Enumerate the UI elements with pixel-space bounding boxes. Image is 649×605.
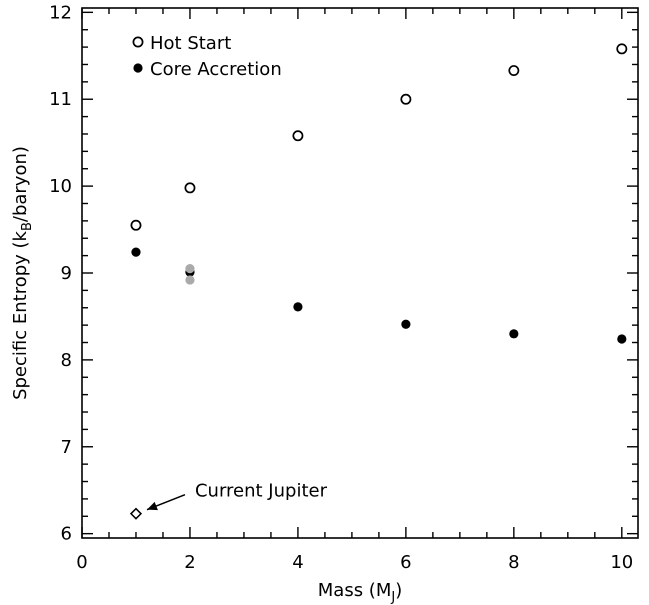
legend-label: Core Accretion (150, 59, 282, 80)
series-group (131, 247, 627, 344)
y-axis-title-main: Specific Entropy (k (10, 230, 31, 399)
plot-frame (81, 7, 639, 539)
axis-ticks (81, 8, 638, 538)
legend-label: Hot Start (150, 33, 231, 54)
data-point-open (130, 219, 142, 231)
y-tick-label: 11 (49, 89, 72, 110)
annotations: Current Jupiter (129, 481, 328, 520)
legend: Hot Start Core Accretion (132, 33, 282, 80)
annotation-label: Current Jupiter (195, 481, 328, 502)
data-point-filled (293, 302, 303, 312)
data-point-open (184, 182, 196, 194)
y-tick-label: 8 (61, 350, 72, 371)
x-axis-title-tail: ) (395, 580, 402, 601)
x-tick-label: 4 (292, 552, 303, 573)
x-tick-label: 8 (508, 552, 519, 573)
y-axis-title: Specific Entropy (kB/baryon) (10, 146, 35, 400)
axis-titles: Mass (MJ) Specific Entropy (kB/baryon) (10, 146, 402, 605)
y-tick-label: 12 (49, 2, 72, 23)
x-tick-label: 6 (400, 552, 411, 573)
y-tick-label: 7 (61, 437, 72, 458)
series-group (185, 264, 195, 285)
y-tick-label: 9 (61, 263, 72, 284)
x-axis-title-main: Mass (M (318, 580, 392, 601)
annotation-diamond-marker (129, 507, 143, 520)
data-points (130, 43, 628, 344)
data-point-open (292, 130, 304, 142)
data-point-open (616, 43, 628, 55)
x-axis-title-sub: J (390, 590, 395, 605)
x-axis-title: Mass (MJ) (318, 580, 402, 605)
data-point-filled (617, 334, 627, 344)
y-axis-title-sub: B (20, 222, 35, 231)
legend-marker-filled (133, 63, 143, 73)
y-axis-title-tail: /baryon) (10, 146, 31, 222)
x-tick-label: 0 (76, 552, 87, 573)
series-group (130, 43, 628, 231)
y-tick-label: 10 (49, 176, 72, 197)
data-point-open (400, 93, 412, 105)
data-point-open (508, 65, 520, 77)
data-point-filled (401, 319, 411, 329)
legend-marker-open (132, 36, 144, 48)
x-tick-label: 2 (184, 552, 195, 573)
data-point-filled (185, 275, 195, 285)
x-tick-label: 10 (610, 552, 633, 573)
data-point-filled (131, 247, 141, 257)
data-point-filled (185, 264, 195, 274)
y-tick-label: 6 (61, 524, 72, 545)
data-point-filled (509, 329, 519, 339)
annotation-arrow-head (146, 501, 158, 511)
tick-labels: 0 2 4 6 8 10 6 7 8 9 10 11 12 (49, 2, 633, 573)
